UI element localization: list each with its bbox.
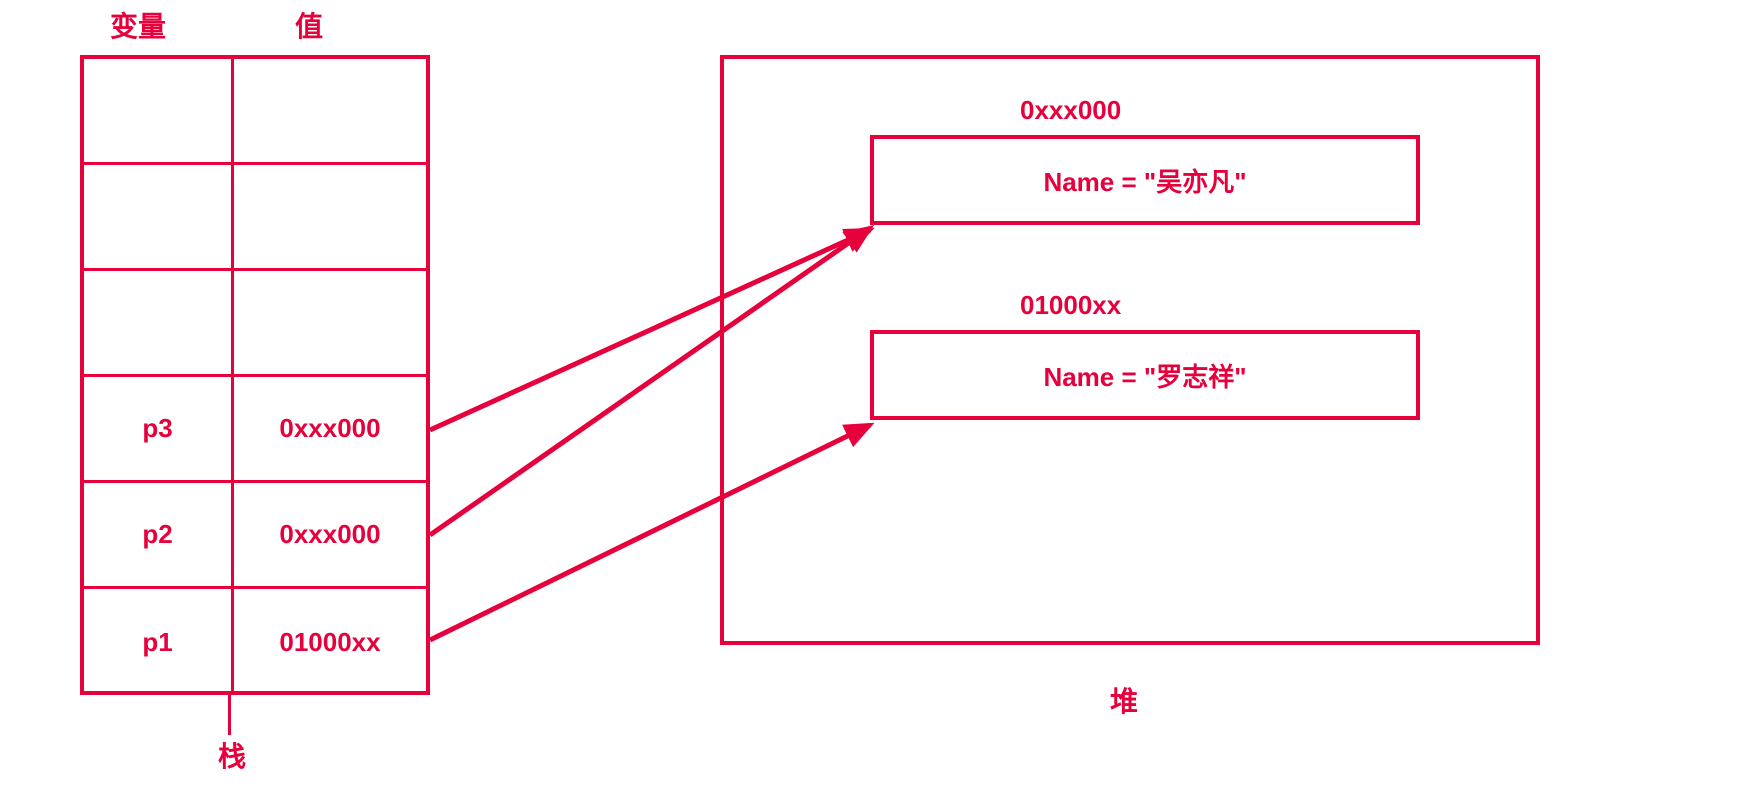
stack-val-cell (234, 59, 426, 162)
stack-var-cell: p2 (84, 483, 234, 586)
heap-object-content: Name = "吴亦凡" (1043, 162, 1246, 199)
heap-object-address: 01000xx (1020, 290, 1121, 321)
stack-val-cell: 01000xx (234, 589, 426, 695)
stack-label: 栈 (218, 735, 246, 775)
stack-val-cell (234, 271, 426, 374)
stack-row (84, 165, 426, 271)
stack-divider-extension (228, 695, 231, 735)
stack-row (84, 59, 426, 165)
stack-var-cell: p3 (84, 377, 234, 480)
heap-object-address: 0xxx000 (1020, 95, 1121, 126)
memory-diagram: 变量 值 p3 0xxx000 p2 0xxx000 p1 01000xx 栈 (0, 0, 1741, 795)
stack-var-cell (84, 271, 234, 374)
stack-table: p3 0xxx000 p2 0xxx000 p1 01000xx (80, 55, 430, 695)
stack-var-cell (84, 165, 234, 268)
stack-row: p3 0xxx000 (84, 377, 426, 483)
stack-val-cell (234, 165, 426, 268)
heap-object-box: Name = "吴亦凡" (870, 135, 1420, 225)
stack-header-value: 值 (295, 5, 323, 45)
stack-var-cell (84, 59, 234, 162)
heap-object-content: Name = "罗志祥" (1043, 357, 1246, 394)
stack-header-variable: 变量 (110, 5, 166, 45)
stack-row (84, 271, 426, 377)
stack-row: p1 01000xx (84, 589, 426, 695)
stack-val-cell: 0xxx000 (234, 483, 426, 586)
stack-val-cell: 0xxx000 (234, 377, 426, 480)
heap-object-box: Name = "罗志祥" (870, 330, 1420, 420)
heap-label: 堆 (1110, 680, 1138, 720)
stack-var-cell: p1 (84, 589, 234, 695)
stack-row: p2 0xxx000 (84, 483, 426, 589)
